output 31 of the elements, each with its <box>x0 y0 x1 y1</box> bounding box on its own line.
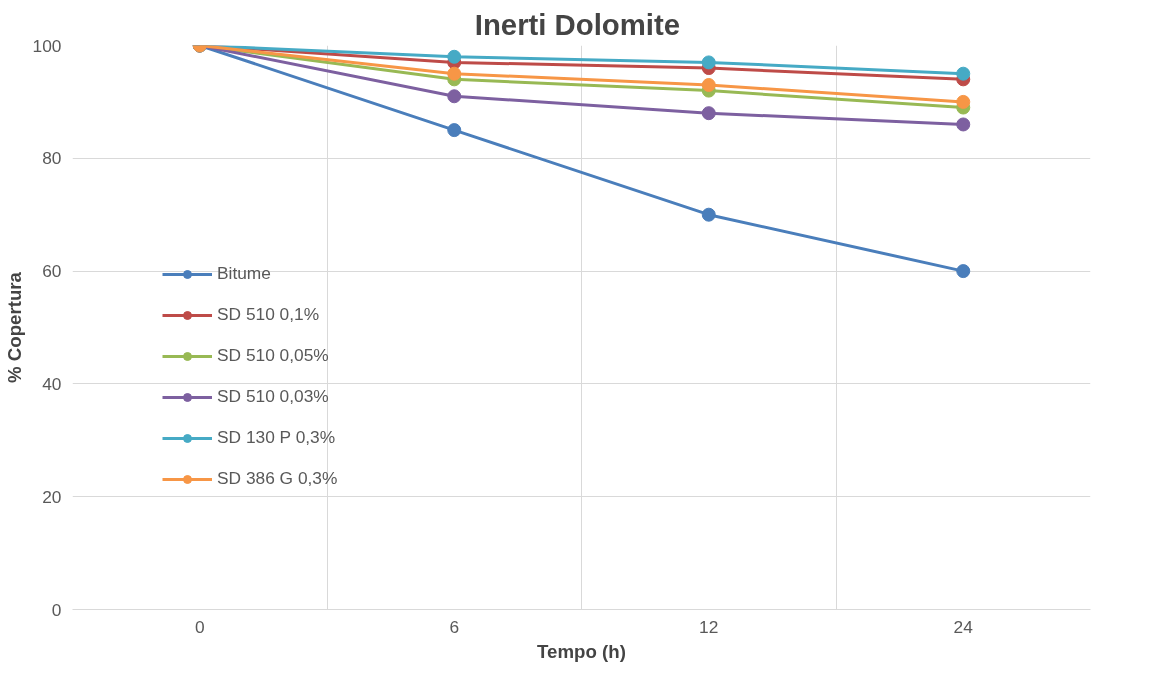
point <box>956 117 971 132</box>
y-tick-label: 40 <box>42 373 62 394</box>
x-tick-label: 6 <box>449 616 460 637</box>
y-tick-label: 80 <box>42 148 62 169</box>
x-tick-label: 0 <box>194 616 205 637</box>
legend-label: Bitume <box>217 263 271 284</box>
point <box>447 89 462 104</box>
point <box>956 94 971 109</box>
legend-label: SD 510 0,1% <box>217 304 320 325</box>
point <box>447 49 462 64</box>
y-tick-label: 60 <box>42 261 62 282</box>
point <box>701 55 716 70</box>
x-tick-label: 24 <box>953 616 974 637</box>
x-axis-title: Tempo (h) <box>537 640 626 662</box>
legend-label: SD 386 G 0,3% <box>217 468 338 489</box>
point <box>701 106 716 121</box>
point <box>701 207 716 222</box>
chart-title: Inerti Dolomite <box>474 7 681 41</box>
point <box>447 123 462 138</box>
legend-label: SD 510 0,03% <box>217 386 329 407</box>
point <box>956 66 971 81</box>
y-tick-label: 20 <box>42 486 62 507</box>
y-tick-label: 0 <box>51 599 62 620</box>
legend-label: SD 510 0,05% <box>217 345 329 366</box>
point <box>956 264 971 279</box>
y-tick-label: 100 <box>32 35 62 56</box>
y-axis-title: % Copertura <box>3 271 25 383</box>
point <box>447 66 462 81</box>
x-tick-label: 12 <box>699 616 719 637</box>
legend-label: SD 130 P 0,3% <box>217 427 336 448</box>
point <box>701 77 716 92</box>
